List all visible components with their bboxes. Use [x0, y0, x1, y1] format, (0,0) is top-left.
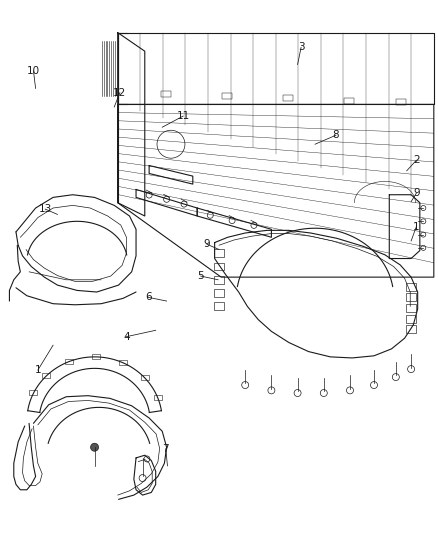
Text: 5: 5	[198, 271, 204, 281]
Bar	[406, 325, 416, 333]
Bar	[396, 99, 406, 106]
Text: 4: 4	[123, 332, 130, 342]
Circle shape	[164, 196, 170, 203]
Circle shape	[91, 443, 99, 451]
Text: 7: 7	[162, 444, 169, 454]
Bar	[141, 375, 149, 380]
Text: 8: 8	[333, 130, 339, 140]
Text: 1: 1	[35, 365, 41, 375]
Text: 12: 12	[113, 87, 127, 98]
Text: 3: 3	[298, 43, 304, 52]
Bar	[214, 276, 224, 284]
Bar	[161, 91, 170, 98]
Circle shape	[268, 387, 275, 394]
Bar	[65, 359, 73, 364]
Text: 13: 13	[39, 204, 52, 214]
Circle shape	[371, 382, 378, 389]
Bar	[214, 249, 224, 257]
Circle shape	[320, 390, 327, 397]
Bar	[222, 93, 232, 100]
Circle shape	[146, 192, 152, 198]
Bar	[406, 282, 416, 290]
Bar	[119, 360, 127, 365]
Bar	[214, 302, 224, 310]
Bar	[406, 293, 416, 301]
Circle shape	[229, 217, 235, 223]
Text: 11: 11	[177, 111, 190, 121]
Circle shape	[346, 387, 353, 394]
Circle shape	[181, 201, 187, 207]
Text: 2: 2	[413, 155, 420, 165]
Circle shape	[294, 390, 301, 397]
Text: 9: 9	[204, 239, 210, 249]
Bar	[406, 314, 416, 322]
Bar	[154, 395, 162, 400]
Bar	[42, 373, 50, 378]
Text: 6: 6	[145, 292, 152, 302]
Circle shape	[251, 222, 257, 228]
Bar	[283, 95, 293, 101]
Bar	[214, 263, 224, 270]
Text: 1: 1	[413, 222, 420, 232]
Bar	[344, 98, 354, 103]
Circle shape	[207, 212, 213, 218]
Text: 9: 9	[413, 188, 420, 198]
Circle shape	[392, 374, 399, 381]
Circle shape	[242, 382, 249, 389]
Bar	[406, 304, 416, 312]
Circle shape	[408, 366, 415, 373]
Bar	[214, 289, 224, 297]
Bar	[92, 354, 100, 359]
Bar	[29, 390, 37, 395]
Text: 10: 10	[27, 66, 40, 76]
